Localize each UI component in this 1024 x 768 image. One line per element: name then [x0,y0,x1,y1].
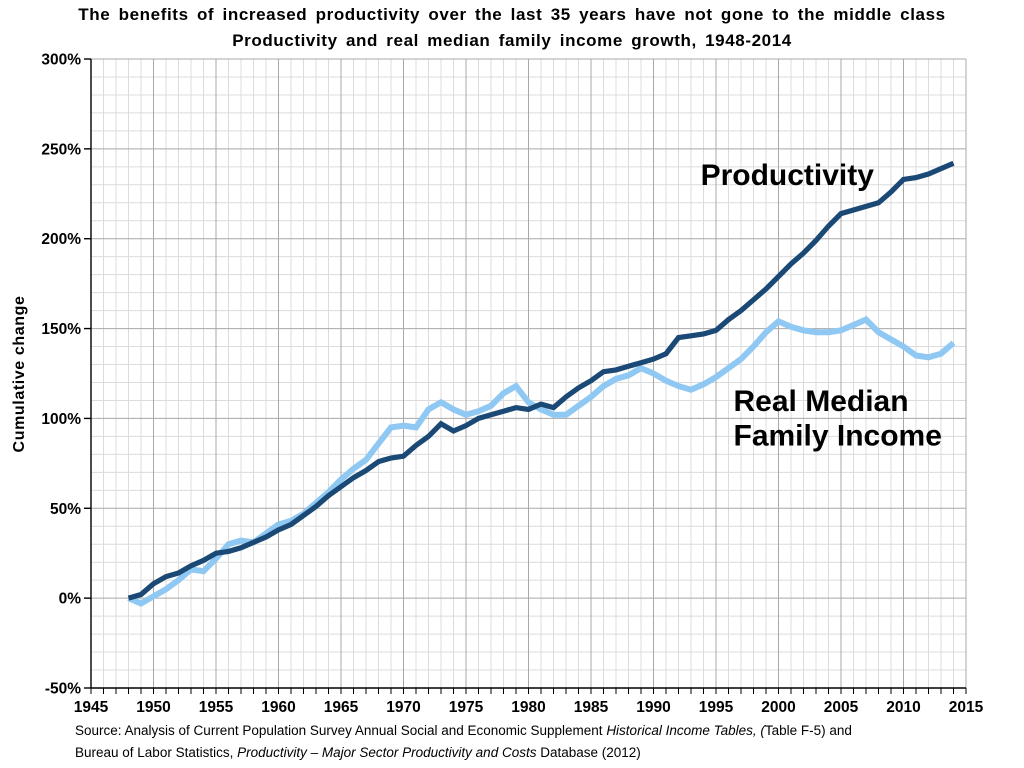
source-line-1: Source: Analysis of Current Population S… [75,723,852,738]
y-tick-label: 50% [50,501,81,518]
series-productivity [127,160,955,601]
x-tick-label: 2010 [886,699,920,716]
y-tick-label: 100% [41,411,81,428]
x-tick-label: 2000 [761,699,795,716]
x-tick-label: 1950 [136,699,170,716]
x-tick-label: 1945 [74,699,109,716]
annotation-family-income: Family Income [734,420,942,453]
y-tick-label: 0% [59,591,82,608]
source-note: Source: Analysis of Current Population S… [75,720,852,764]
x-tick-label: 1995 [699,699,734,716]
x-tick-label: 1975 [449,699,484,716]
x-tick-label: 2015 [949,699,984,716]
x-tick-label: 1980 [511,699,545,716]
y-tick-label: -50% [45,681,81,698]
y-tick-label: 150% [41,321,81,338]
x-tick-label: 1970 [386,699,420,716]
x-tick-label: 2005 [824,699,859,716]
x-tick-label: 1985 [574,699,609,716]
y-tick-label: 250% [41,141,81,158]
x-tick-label: 1990 [636,699,670,716]
chart-subtitle: Productivity and real median family inco… [232,31,792,50]
x-tick-label: 1955 [199,699,234,716]
x-tick-label: 1965 [324,699,359,716]
annotation-productivity: Productivity [701,159,875,192]
source-line-2: Bureau of Labor Statistics, Productivity… [75,745,641,760]
chart-title: The benefits of increased productivity o… [78,5,946,24]
y-tick-label: 300% [41,52,81,69]
annotation-real-median: Real Median [734,385,909,418]
x-tick-label: 1960 [261,699,295,716]
series-real-median-family-income [127,316,956,607]
y-tick-label: 200% [41,231,81,248]
